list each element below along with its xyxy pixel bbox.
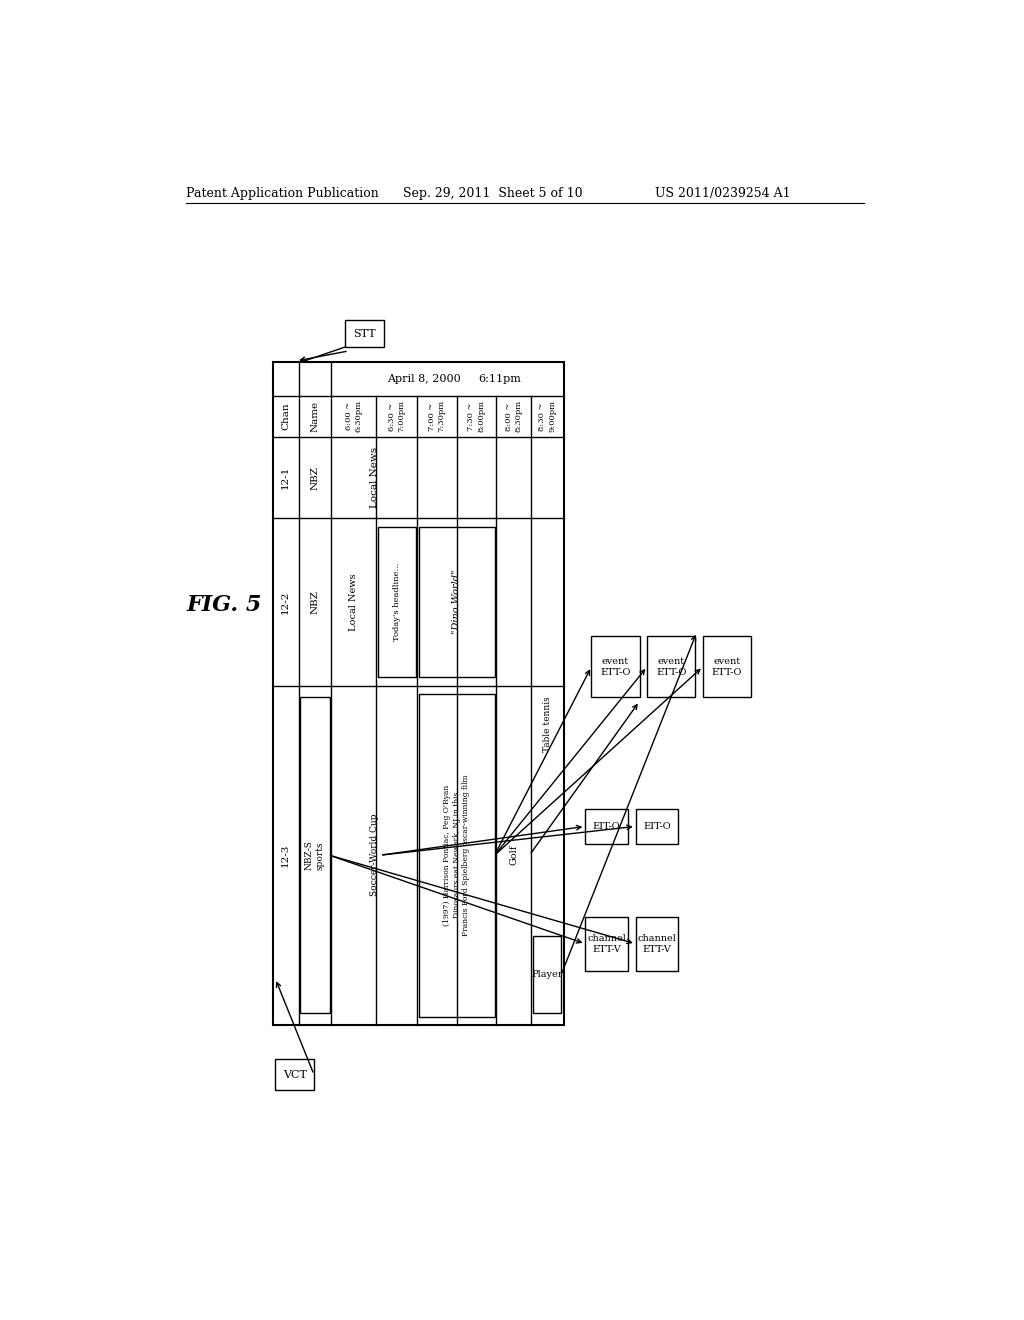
Text: 12-3: 12-3 bbox=[282, 843, 290, 867]
Text: Sep. 29, 2011  Sheet 5 of 10: Sep. 29, 2011 Sheet 5 of 10 bbox=[403, 187, 583, 199]
Bar bbox=[300, 697, 330, 1014]
Text: "Dino World": "Dino World" bbox=[453, 570, 461, 634]
Text: event
ETT-O: event ETT-O bbox=[600, 656, 631, 677]
Bar bbox=[586, 917, 628, 970]
Bar bbox=[378, 527, 416, 677]
Text: April 8, 2000: April 8, 2000 bbox=[387, 374, 461, 384]
Text: NBZ-S
sports: NBZ-S sports bbox=[305, 841, 325, 870]
Text: 8:00 ~
8:30pm: 8:00 ~ 8:30pm bbox=[505, 400, 522, 433]
Text: NBZ: NBZ bbox=[310, 590, 319, 614]
Bar bbox=[636, 809, 678, 843]
Text: channel
ETT-V: channel ETT-V bbox=[587, 933, 626, 954]
Bar bbox=[592, 636, 640, 697]
Bar bbox=[586, 809, 628, 843]
Text: Patent Application Publication: Patent Application Publication bbox=[186, 187, 379, 199]
Text: NBZ: NBZ bbox=[310, 466, 319, 490]
Text: 6:00 ~
6:30pm: 6:00 ~ 6:30pm bbox=[345, 400, 362, 433]
Text: 6:11pm: 6:11pm bbox=[478, 374, 521, 384]
Text: Chan: Chan bbox=[282, 403, 290, 430]
Text: VCT: VCT bbox=[283, 1069, 306, 1080]
Text: US 2011/0239254 A1: US 2011/0239254 A1 bbox=[655, 187, 791, 199]
Bar bbox=[647, 636, 695, 697]
Text: Soccer-World Cup: Soccer-World Cup bbox=[370, 814, 379, 896]
Text: event
ETT-O: event ETT-O bbox=[712, 656, 742, 677]
Text: Name: Name bbox=[310, 401, 319, 432]
Text: FIG. 5: FIG. 5 bbox=[186, 594, 261, 616]
Text: (1997) Harrison Pontiac, Peg O'Ryan
Dinosaurs eat Newark, NJ in this
Francis For: (1997) Harrison Pontiac, Peg O'Ryan Dino… bbox=[442, 775, 470, 936]
Text: Local News: Local News bbox=[370, 447, 379, 508]
Bar bbox=[419, 527, 495, 677]
Text: STT: STT bbox=[353, 329, 376, 338]
Text: Today's headline...: Today's headline... bbox=[392, 562, 400, 642]
Text: Local News: Local News bbox=[349, 573, 358, 631]
Text: EIT-O: EIT-O bbox=[643, 822, 671, 830]
Text: 7:30 ~
8:00pm: 7:30 ~ 8:00pm bbox=[468, 400, 485, 433]
Text: Table tennis: Table tennis bbox=[543, 697, 552, 752]
Bar bbox=[534, 936, 561, 1014]
Text: 8:30 ~
9:00pm: 8:30 ~ 9:00pm bbox=[539, 400, 556, 433]
Text: 6:30 ~
7:00pm: 6:30 ~ 7:00pm bbox=[388, 400, 406, 433]
Text: 12-2: 12-2 bbox=[282, 590, 290, 614]
Bar bbox=[636, 917, 678, 970]
Bar bbox=[275, 1059, 314, 1090]
Text: Golf: Golf bbox=[509, 845, 518, 866]
Text: Player: Player bbox=[531, 970, 563, 979]
Text: 12-1: 12-1 bbox=[282, 466, 290, 490]
Text: channel
ETT-V: channel ETT-V bbox=[638, 933, 677, 954]
Bar bbox=[273, 363, 563, 1024]
Bar bbox=[703, 636, 751, 697]
Bar bbox=[345, 321, 384, 347]
Text: event
ETT-O: event ETT-O bbox=[656, 656, 686, 677]
Text: 7:00 ~
7:30pm: 7:00 ~ 7:30pm bbox=[428, 400, 445, 433]
Text: EIT-O: EIT-O bbox=[593, 822, 621, 830]
Bar bbox=[419, 693, 495, 1016]
